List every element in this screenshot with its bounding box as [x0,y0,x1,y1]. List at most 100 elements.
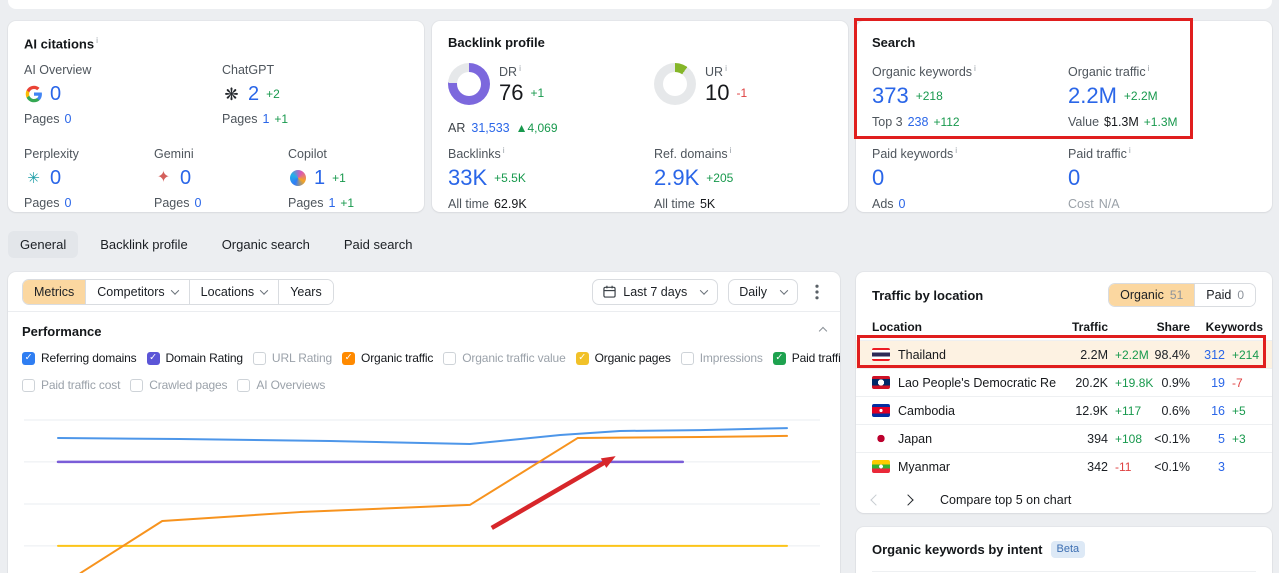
years-segment[interactable]: Years [278,279,333,304]
date-range-button[interactable]: Last 7 days [592,278,719,305]
info-icon[interactable]: i [1147,63,1150,73]
toggle-organic[interactable]: Organic 51 [1109,284,1195,306]
keywords-link[interactable]: 16 [1211,403,1225,418]
column-traffic[interactable]: Traffic [1071,320,1108,334]
myanmar-flag-icon [872,460,890,473]
tab-organic-search[interactable]: Organic search [221,237,310,252]
collapse-chevron-icon[interactable] [818,326,828,336]
metrics-segment[interactable]: Metrics [23,279,86,304]
location-table-footer: Compare top 5 on chart [856,484,1272,516]
copilot-icon [288,169,307,188]
compare-top5-link[interactable]: Compare top 5 on chart [940,493,1072,507]
info-icon[interactable]: i [502,145,505,155]
perplexity-count[interactable]: 0 [50,167,62,189]
paid-keywords-value[interactable]: 0 [872,165,885,191]
tab-general[interactable]: General [8,231,79,258]
metric-checkbox-paid-traffic-cost[interactable]: ✓Paid traffic cost [22,378,120,392]
keywords-link[interactable]: 5 [1218,431,1225,446]
metric-checkbox-organic-pages[interactable]: ✓ Organic pages [575,351,671,365]
tab-backlink-profile[interactable]: Backlink profile [100,237,188,252]
copilot-count[interactable]: 1 [314,167,326,189]
info-icon[interactable]: i [729,145,732,155]
table-row-thailand[interactable]: Thailand 2.2M +2.2M 98.4% 312 +214 [856,340,1272,368]
ai-citations-title: AI citations [24,36,95,52]
tab-paid-search[interactable]: Paid search [343,237,413,252]
keywords-link[interactable]: 312 [1204,347,1225,362]
chatgpt-icon: ❋ [224,84,239,104]
info-icon[interactable]: i [974,63,976,73]
pages-count[interactable]: 0 [194,196,202,210]
chevron-down-icon [779,285,789,295]
ai-citations-card: AI citations i AI Overview 0 Pages 0 ChatG… [8,21,424,212]
metric-checkbox-organic-traffic-value[interactable]: ✓Organic traffic value [443,351,566,365]
pages-count[interactable]: 1 [262,112,270,126]
metric-checkbox-crawled-pages[interactable]: ✓Crawled pages [130,378,228,392]
metric-checkbox-domain-rating[interactable]: ✓ Domain Rating [146,351,243,365]
dr-value[interactable]: 76 [499,80,524,106]
info-icon[interactable]: i [96,35,98,45]
organic-keywords-stat: Organic keywords i 373 +218 Top 3 238 +112 [872,63,976,130]
checkbox-icon: ✓ [22,351,35,365]
pages-count[interactable]: 0 [64,196,72,210]
metric-checkbox-organic-traffic[interactable]: ✓ Organic traffic [342,351,433,365]
toggle-paid[interactable]: Paid 0 [1194,284,1255,306]
info-icon[interactable]: i [955,145,958,155]
top3-value[interactable]: 238 [907,115,929,130]
checkbox-icon: ✓ [772,351,786,365]
keywords-link[interactable]: 19 [1211,375,1225,390]
table-row-cambodia[interactable]: Cambodia 12.9K +117 0.6% 16 +5 [856,396,1272,424]
prev-page-icon[interactable] [870,494,882,506]
chatgpt-stat: ChatGPT ❋ 2 +2 Pages 1 +1 [222,63,289,126]
ahrefs-rank-stat: AR 31,533 ▲4,069 [448,121,558,135]
keywords-by-intent-card: Organic keywords by intent Beta [856,527,1272,573]
column-keywords[interactable]: Keywords [1205,320,1263,334]
chatgpt-count[interactable]: 2 [248,83,260,105]
locations-segment[interactable]: Locations [188,279,279,304]
organic-traffic-value[interactable]: 2.2M [1068,83,1117,109]
ref-domains-value[interactable]: 2.9K [654,165,700,191]
info-icon[interactable]: i [725,63,727,73]
gemini-count[interactable]: 0 [180,167,192,189]
performance-chart[interactable] [16,390,828,573]
next-page-icon[interactable] [902,494,914,506]
ur-value[interactable]: 10 [705,80,730,106]
checkbox-icon: ✓ [443,351,457,365]
dr-donut-icon [448,63,490,105]
metric-checkbox-url-rating[interactable]: ✓URL Rating [252,351,332,365]
info-icon[interactable]: i [519,63,521,73]
beta-badge: Beta [1050,541,1086,558]
search-card: Search Organic keywords i 373 +218 Top 3 23… [856,21,1272,212]
performance-card: Metrics Competitors Locations Years Last… [8,272,840,573]
stat-label: AI Overview [24,63,92,77]
table-row-myanmar[interactable]: Myanmar 342 -11 <0.1% 3 [856,452,1272,480]
checkbox-icon: ✓ [146,351,160,365]
organic-keywords-value[interactable]: 373 [872,83,909,109]
competitors-segment[interactable]: Competitors [85,279,189,304]
backlinks-value[interactable]: 33K [448,165,488,191]
ai-overview-count[interactable]: 0 [50,83,62,105]
metric-checkbox-ai-overviews[interactable]: ✓AI Overviews [237,378,325,392]
metric-checkbox-impressions[interactable]: ✓Impressions [680,351,763,365]
keywords-link[interactable]: 3 [1218,459,1225,474]
column-share[interactable]: Share [1156,320,1190,334]
chart-filter-segments: Metrics Competitors Locations Years [22,278,334,305]
table-row-japan[interactable]: Japan 394 +108 <0.1% 5 +3 [856,424,1272,452]
search-title: Search [872,35,916,50]
kebab-menu-icon[interactable] [808,284,826,300]
granularity-button[interactable]: Daily [728,278,798,305]
metric-checkbox-paid-traffic[interactable]: ✓Paid traffic [772,351,840,365]
perplexity-icon: ✳ [27,169,40,187]
ads-value[interactable]: 0 [898,197,906,212]
pages-count[interactable]: 1 [328,196,336,210]
pages-count[interactable]: 0 [64,112,72,126]
checkbox-icon: ✓ [575,351,589,365]
metric-checkbox-referring-domains[interactable]: ✓ Referring domains [22,351,137,365]
paid-traffic-value[interactable]: 0 [1068,165,1081,191]
ref-domains-stat: Ref. domains i 2.9K +205 All time 5K [654,145,734,212]
column-location[interactable]: Location [872,320,922,334]
backlink-profile-card: Backlink profile DR i 76 +1 UR i 10 -1 AR 31… [432,21,848,212]
ar-value[interactable]: 31,533 [471,121,510,135]
info-icon[interactable]: i [1128,145,1131,155]
chevron-down-icon [170,285,179,295]
table-row-laos[interactable]: Lao People's Democratic Reput 20.2K +19.… [856,368,1272,396]
